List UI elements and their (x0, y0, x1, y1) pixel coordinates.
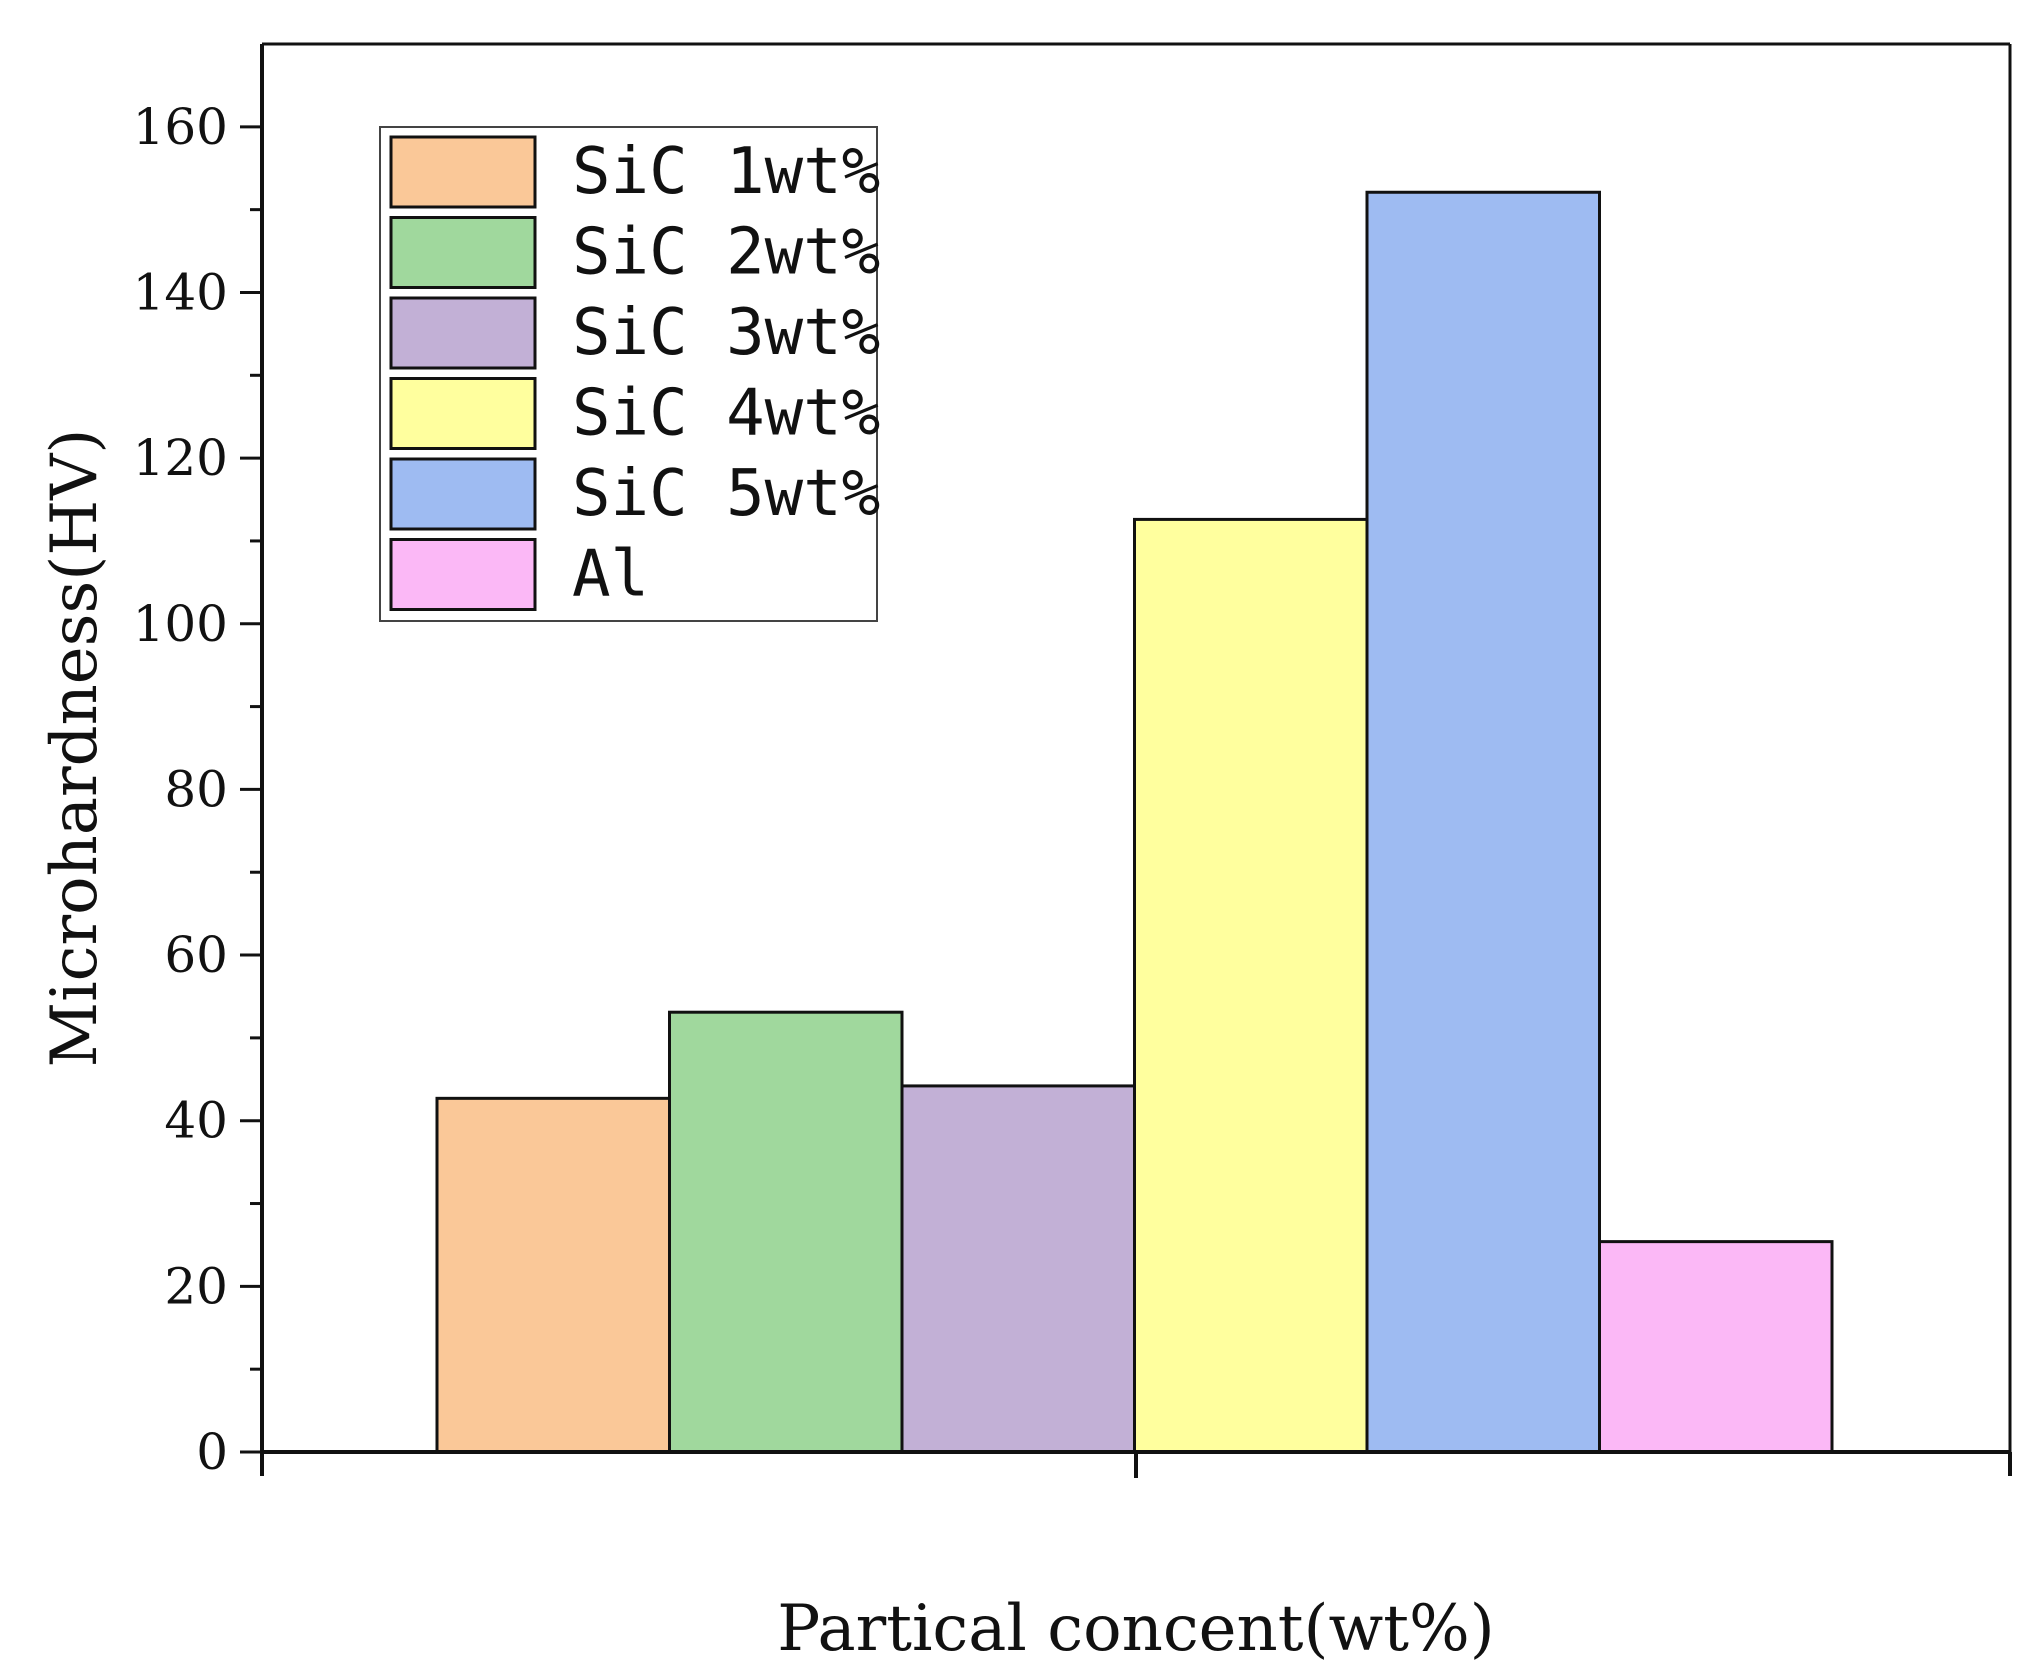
bar-sic-1wt (435, 1096, 671, 1454)
legend-label: SiC 3wt% (572, 296, 880, 370)
y-tick-label: 160 (133, 98, 228, 156)
y-tick-label: 20 (164, 1257, 228, 1315)
legend: SiC 1wt%SiC 2wt%SiC 3wt%SiC 4wt%SiC 5wt%… (379, 126, 880, 622)
y-tick-label: 140 (133, 263, 228, 321)
legend-items: SiC 1wt%SiC 2wt%SiC 3wt%SiC 4wt%SiC 5wt%… (389, 135, 880, 612)
bar-group (435, 190, 1834, 1454)
y-tick-label: 120 (133, 429, 228, 487)
bar-sic-3wt (900, 1084, 1136, 1454)
x-axis-title: Partical concent(wt%) (777, 1592, 1494, 1666)
y-axis-title: Microhardness(HV) (38, 429, 112, 1068)
y-tick-label: 40 (164, 1092, 228, 1150)
legend-swatch (389, 135, 537, 209)
y-axis-ticks: 0 20 40 60 80 100 120 140 160 (133, 98, 262, 1481)
legend-label: SiC 2wt% (572, 216, 880, 290)
bar-al (1598, 1240, 1834, 1454)
legend-label: SiC 1wt% (572, 135, 880, 209)
legend-label: SiC 4wt% (572, 377, 880, 451)
legend-swatch (389, 216, 537, 289)
legend-swatch (389, 538, 537, 611)
legend-label: SiC 5wt% (572, 457, 880, 531)
bar-sic-2wt (668, 1010, 904, 1454)
y-tick-label: 60 (164, 926, 228, 984)
legend-swatch (389, 377, 537, 450)
y-tick-label: 100 (133, 595, 228, 653)
bar-sic-5wt (1365, 190, 1601, 1454)
y-tick-label: 0 (196, 1423, 228, 1481)
legend-swatch (389, 296, 537, 370)
legend-swatch (389, 457, 537, 531)
legend-label: Al (572, 538, 649, 612)
y-tick-label: 80 (164, 760, 228, 818)
bar-sic-4wt (1133, 517, 1369, 1454)
